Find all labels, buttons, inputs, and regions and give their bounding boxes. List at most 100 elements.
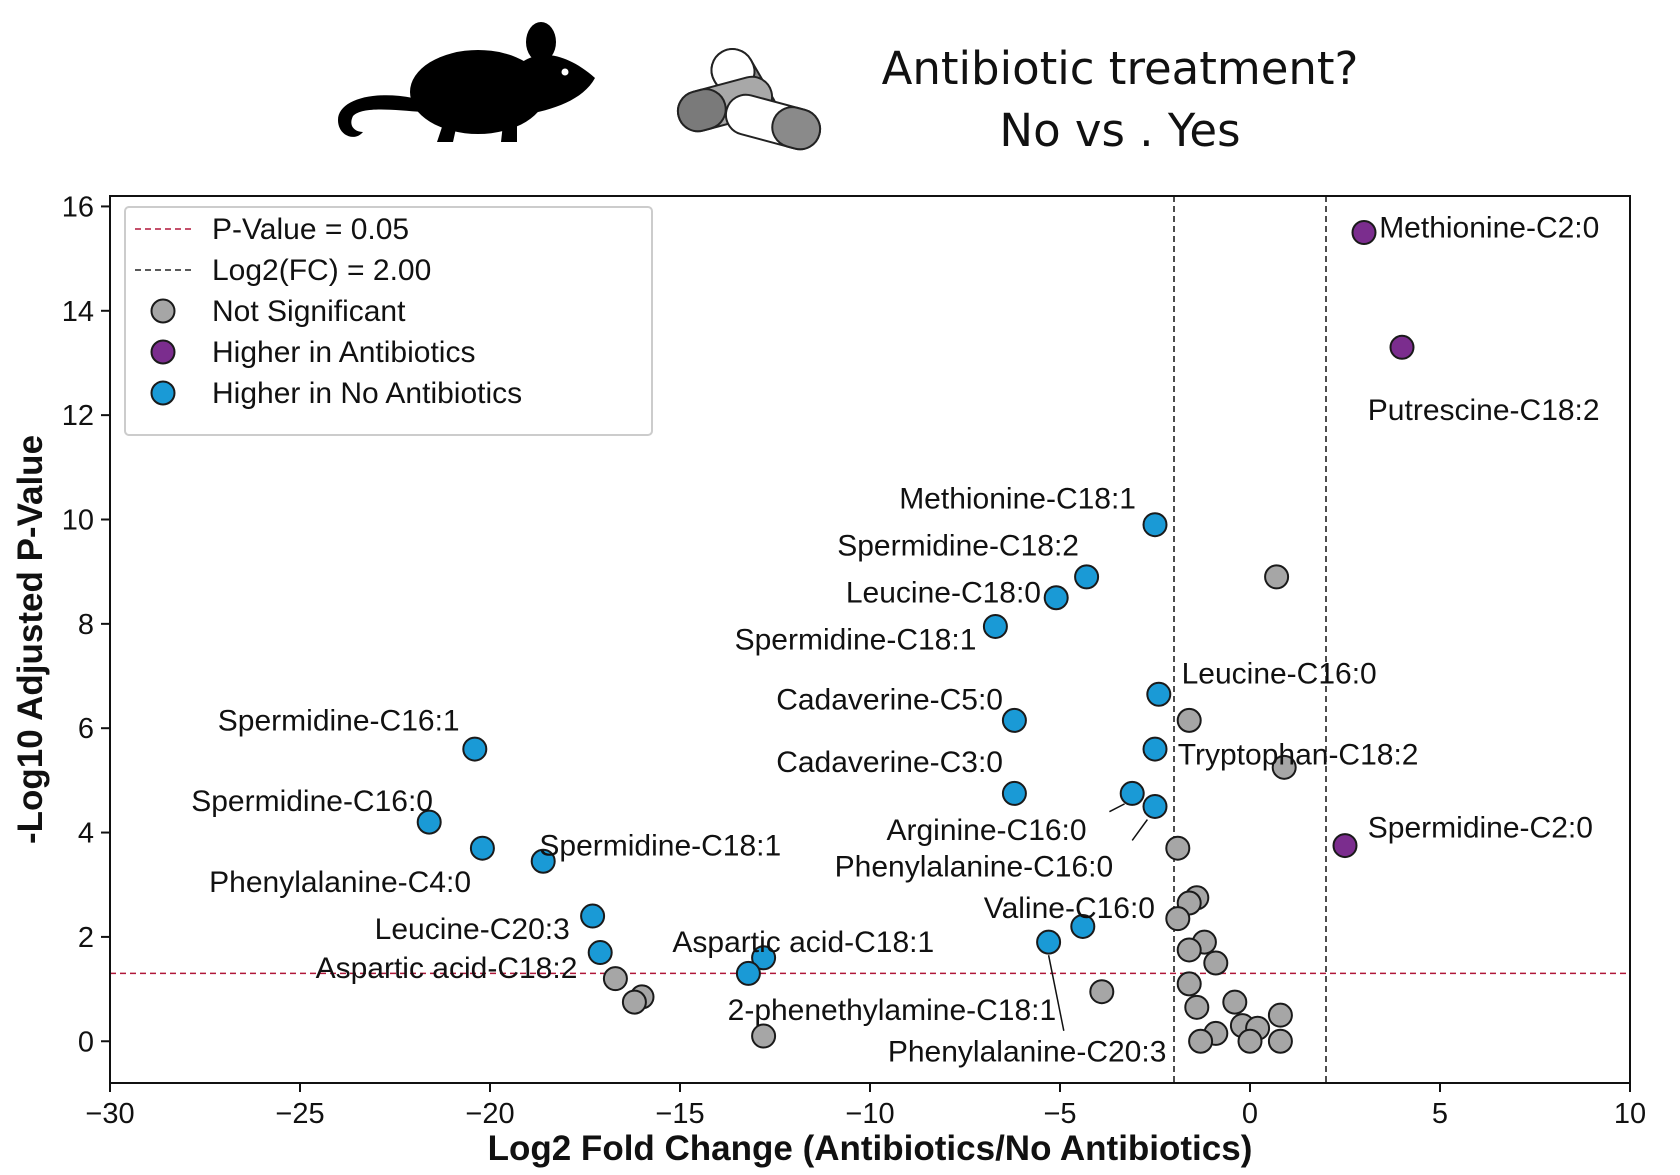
figure-header-title: Antibiotic treatment? No vs . Yes	[860, 38, 1380, 162]
data-point-down	[580, 903, 606, 929]
data-point-down	[1146, 681, 1172, 707]
data-point-down	[462, 736, 488, 762]
data-point-ns	[1176, 937, 1202, 963]
legend-label: Not Significant	[212, 295, 406, 328]
data-point-ns	[1176, 971, 1202, 997]
x-axis-label: Log2 Fold Change (Antibiotics/No Antibio…	[488, 1129, 1253, 1168]
data-point-down	[530, 848, 556, 874]
data-point-up	[1389, 334, 1415, 360]
point-label: Tryptophan-C18:2	[1178, 738, 1419, 771]
point-label: Spermidine-C2:0	[1368, 811, 1593, 844]
data-point-down	[1001, 780, 1027, 806]
legend-marker-swatch	[150, 298, 176, 324]
point-label: Valine-C16:0	[984, 892, 1155, 925]
label-leader-lines	[1047, 803, 1149, 1031]
legend-label: Log2(FC) = 2.00	[212, 254, 431, 287]
point-label: Spermidine-C18:2	[837, 530, 1079, 563]
data-point-ns	[1089, 979, 1115, 1005]
threshold-lines	[110, 196, 1630, 1083]
point-label: Leucine-C16:0	[1182, 657, 1377, 690]
data-point-down	[982, 613, 1008, 639]
x-tick-label: −20	[465, 1098, 514, 1130]
y-tick-label: 10	[62, 504, 94, 536]
legend-box	[124, 206, 653, 436]
point-label: Putrescine-C18:2	[1368, 394, 1600, 427]
point-label: Spermidine-C18:1	[735, 624, 977, 657]
x-tick-label: 0	[1242, 1098, 1258, 1130]
y-axis-ticks: 0 2 4 6 8 10 12 14 16	[62, 191, 110, 1058]
data-point-down	[1043, 585, 1069, 611]
point-label: Phenylalanine-C16:0	[835, 850, 1114, 883]
data-point-down	[416, 809, 442, 835]
data-point-down	[1142, 736, 1168, 762]
legend-label: Higher in Antibiotics	[212, 336, 475, 369]
point-label: Leucine-C18:0	[846, 577, 1041, 610]
data-point-ns	[751, 1023, 777, 1049]
data-point-down	[1119, 780, 1145, 806]
data-point-ns	[1222, 989, 1248, 1015]
point-label: Arginine-C16:0	[886, 814, 1086, 847]
data-point-down	[587, 940, 613, 966]
data-point-down	[735, 960, 761, 986]
data-point-down	[751, 945, 777, 971]
header-title-line1: Antibiotic treatment?	[881, 42, 1359, 95]
point-label: Phenylalanine-C20:3	[888, 1036, 1167, 1069]
mouse-icon	[338, 22, 595, 142]
y-tick-label: 16	[62, 191, 94, 223]
y-axis-label: -Log10 Adjusted P-Value	[11, 435, 50, 844]
point-label: Leucine-C20:3	[375, 913, 570, 946]
data-point-down	[1142, 793, 1168, 819]
x-tick-label: −5	[1043, 1098, 1076, 1130]
data-point-ns	[1184, 994, 1210, 1020]
data-point-ns	[1165, 835, 1191, 861]
y-tick-label: 2	[78, 922, 94, 954]
data-point-down	[1142, 512, 1168, 538]
x-tick-label: −10	[845, 1098, 894, 1130]
data-point-ns	[1188, 1028, 1214, 1054]
data-point-ns	[1165, 906, 1191, 932]
x-axis-ticks: −30 −25 −20 −15 −10 −5 0 5 10	[85, 1083, 1646, 1130]
y-tick-label: 12	[62, 400, 94, 432]
x-tick-label: −25	[275, 1098, 324, 1130]
pills-icon	[676, 48, 822, 151]
point-label: 2-phenethylamine-C18:1	[728, 994, 1057, 1027]
point-label: Cadaverine-C5:0	[776, 684, 1003, 717]
data-point-ns	[602, 966, 628, 992]
data-point-ns	[1264, 564, 1290, 590]
data-point-ns	[1267, 1028, 1293, 1054]
data-point-down	[1070, 913, 1096, 939]
header-title-line2: No vs . Yes	[999, 104, 1241, 157]
data-point-ns	[1237, 1028, 1263, 1054]
legend-marker-swatch	[150, 339, 176, 365]
point-label: Phenylalanine-C4:0	[209, 866, 471, 899]
x-tick-label: −30	[85, 1098, 134, 1130]
legend: P-Value = 0.05 Log2(FC) = 2.00 Not Signifi…	[124, 206, 653, 436]
data-point-ns	[1176, 707, 1202, 733]
y-tick-label: 4	[78, 818, 94, 850]
data-point-down	[1074, 564, 1100, 590]
point-label: Spermidine-C18:1	[539, 830, 781, 863]
label-leader-line	[1047, 955, 1065, 1031]
label-leader-line	[1109, 803, 1125, 813]
legend-marker-swatch	[150, 380, 176, 406]
data-point-down	[469, 835, 495, 861]
y-tick-label: 8	[78, 609, 94, 641]
data-point-up	[1332, 833, 1358, 859]
x-tick-label: −15	[655, 1098, 704, 1130]
x-tick-label: 10	[1614, 1098, 1646, 1130]
data-point-up	[1351, 220, 1377, 246]
point-label: Cadaverine-C3:0	[776, 746, 1003, 779]
data-point-ns	[1267, 1002, 1293, 1028]
point-label: Aspartic acid-C18:1	[672, 926, 934, 959]
point-label: Methionine-C18:1	[899, 483, 1136, 516]
y-tick-label: 6	[78, 713, 94, 745]
y-tick-label: 0	[78, 1026, 94, 1058]
point-labels: Methionine-C2:0 Putrescine-C18:2 Spermidin…	[191, 211, 1599, 1068]
legend-label: Higher in No Antibiotics	[212, 377, 522, 410]
data-point-ns	[1271, 754, 1297, 780]
data-point-ns	[621, 989, 647, 1015]
x-tick-label: 5	[1432, 1098, 1448, 1130]
data-points	[416, 220, 1415, 1054]
point-label: Spermidine-C16:1	[218, 704, 460, 737]
